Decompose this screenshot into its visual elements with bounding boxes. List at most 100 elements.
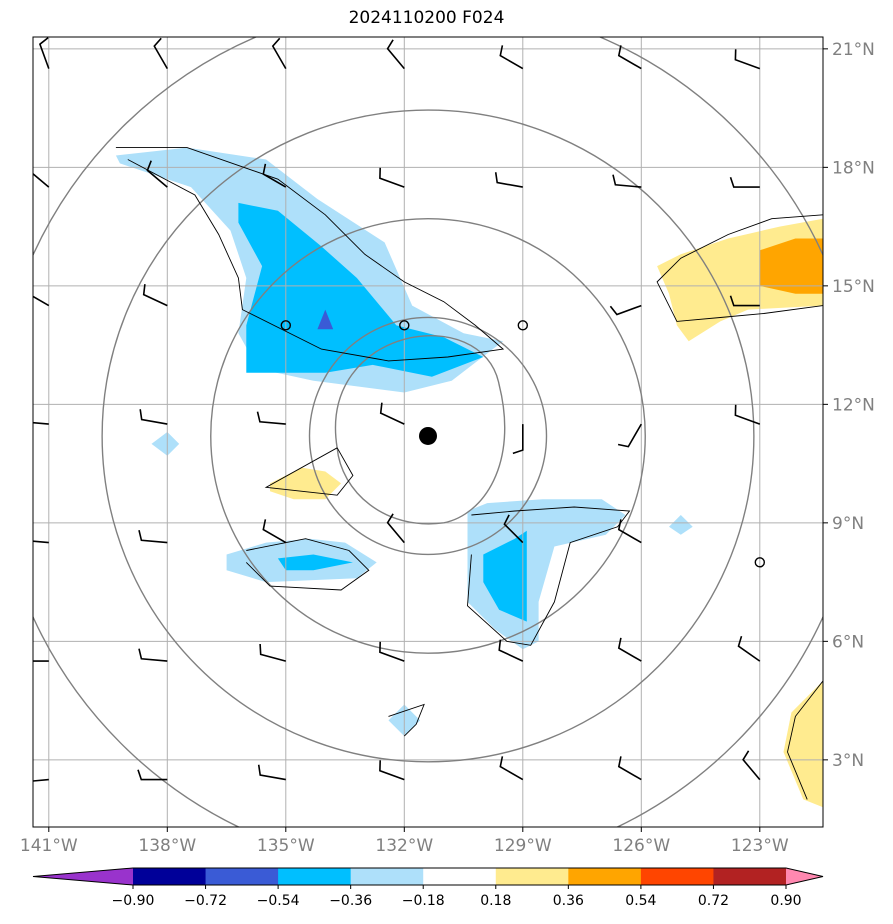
y-tick-label: 9°N [832, 514, 864, 534]
storm-center-dot [419, 426, 437, 445]
calm-circle [280, 320, 291, 331]
colorbar-segment [713, 868, 787, 885]
colorbar-extend-high [786, 868, 823, 885]
wind-barbs [33, 37, 761, 782]
wind-barb [33, 295, 50, 307]
colorbar-segment [278, 868, 352, 885]
wind-barb [494, 172, 523, 188]
y-tick-label: 12°N [832, 395, 875, 415]
wind-barb [379, 760, 405, 781]
colorbar-label: 0.54 [625, 893, 656, 909]
colorbar-label: −0.18 [402, 893, 445, 909]
y-tick-label: 6°N [832, 632, 864, 652]
x-tick-label: 138°W [138, 836, 196, 856]
wind-barb [617, 637, 642, 662]
wind-barb [499, 45, 524, 70]
contour-lines [115, 147, 823, 800]
colorbar-label: 0.36 [553, 893, 584, 909]
wind-barb [262, 519, 287, 544]
wind-barb [379, 167, 405, 188]
range-rings [33, 37, 823, 827]
wind-barb [33, 421, 49, 425]
wind-barb [498, 639, 524, 662]
calm-circle [399, 320, 410, 331]
wind-barb [617, 423, 642, 448]
wind-barb [617, 756, 642, 781]
wind-barb [612, 174, 642, 188]
wind-barb [138, 530, 168, 544]
shaded-regions [115, 147, 823, 808]
wind-barb [257, 764, 286, 781]
y-tick-label: 21°N [832, 40, 875, 60]
colorbar-label: 0.18 [480, 893, 511, 909]
wind-barb [729, 295, 760, 307]
x-tick-label: 141°W [20, 836, 78, 856]
calm-markers [280, 320, 765, 568]
wind-barb [137, 769, 168, 781]
colorbar-extend-low [33, 868, 133, 885]
chart-title: 2024110200 F024 [348, 8, 505, 28]
x-tick-label: 135°W [257, 836, 315, 856]
colorbar-label: −0.36 [329, 893, 372, 909]
x-tick-label: 132°W [375, 836, 433, 856]
wind-barb [609, 304, 642, 316]
wind-barb [259, 643, 287, 662]
colorbar-segment [423, 868, 497, 885]
shaded-region-5 [277, 554, 353, 571]
range-ring [308, 316, 548, 556]
colorbar-segment [568, 868, 642, 885]
colorbar-label: −0.72 [184, 893, 227, 909]
wind-barb [617, 45, 642, 70]
wind-barb [503, 514, 524, 544]
shaded-region-13 [783, 680, 823, 808]
shaded-region-8 [669, 515, 693, 535]
wind-barb [386, 513, 405, 544]
colorbar-segment [133, 868, 207, 885]
wind-barb [138, 648, 168, 662]
colorbar-label: 0.90 [770, 893, 801, 909]
y-tick-label: 15°N [832, 277, 875, 297]
wind-barb [33, 540, 49, 544]
wind-barb [153, 37, 168, 70]
colorbar-label: −0.90 [112, 893, 155, 909]
wind-barb [379, 641, 405, 662]
contour-line-4 [388, 703, 425, 737]
wind-barb [33, 160, 50, 188]
wind-barb [737, 635, 761, 662]
wind-barb [262, 163, 287, 188]
colorbar: −0.90 −0.72 −0.54 −0.36 −0.18 0.18 0.36 0.54 0.7… [32, 867, 824, 909]
colorbar-segment [205, 868, 279, 885]
wind-barb [38, 37, 50, 69]
colorbar-label: −0.54 [257, 893, 300, 909]
plot-frame [32, 36, 824, 828]
colorbar-segment [350, 868, 424, 885]
shaded-region-7 [483, 530, 527, 622]
x-tick-label: 126°W [612, 836, 670, 856]
wind-barb [146, 160, 168, 188]
contour-line-1 [264, 447, 354, 496]
axis-labels: 141°W 138°W 135°W 132°W 129°W 126°W 123°W 3°N 6°… [20, 40, 875, 856]
shaded-region-3 [151, 432, 180, 456]
contour-line-6 [787, 680, 823, 800]
wind-barb [734, 404, 761, 425]
colorbar-label: 0.72 [698, 893, 729, 909]
wind-barb [256, 411, 286, 425]
contour-line-0 [115, 147, 505, 362]
wind-barb [386, 39, 405, 70]
wind-barb [512, 424, 524, 455]
contour-line-2 [245, 538, 370, 591]
range-ring [210, 218, 646, 654]
wind-barb [617, 519, 642, 544]
wind-barb [729, 176, 760, 188]
shaded-region-1 [238, 202, 484, 377]
y-tick-label: 3°N [832, 751, 864, 771]
colorbar-segment [640, 868, 714, 885]
wind-barb [142, 284, 168, 307]
storm-center [419, 426, 437, 445]
contour-line-3 [467, 506, 631, 646]
range-ring [101, 109, 755, 763]
x-tick-label: 129°W [494, 836, 552, 856]
colorbar-segment [495, 868, 569, 885]
wind-barb [379, 402, 405, 425]
